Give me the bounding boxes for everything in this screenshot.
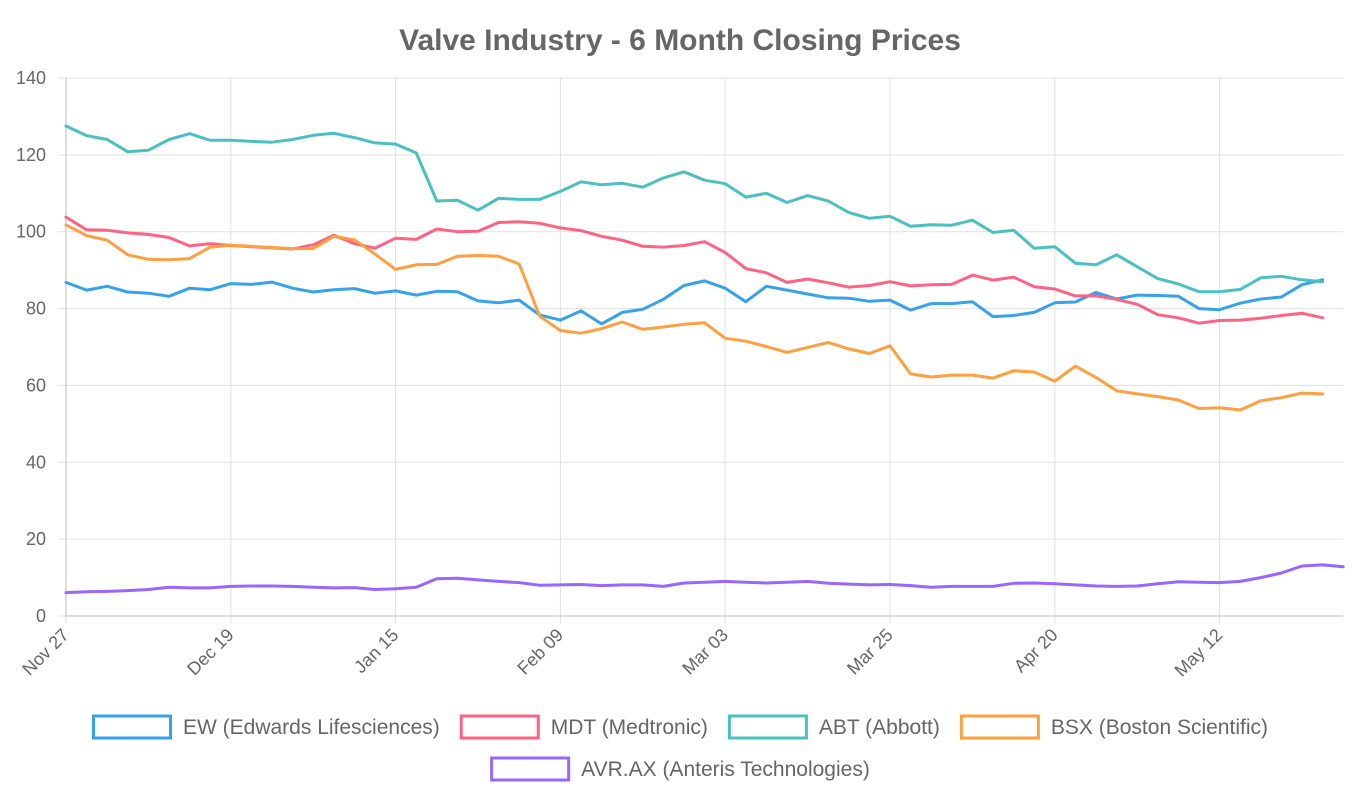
series-line-1 — [64, 215, 1325, 325]
x-tick-label: Nov 27 — [18, 625, 72, 679]
y-tick-label: 100 — [16, 222, 46, 242]
legend-item-0[interactable]: EW (Edwards Lifesciences) — [92, 714, 440, 740]
series-line-2 — [64, 124, 1325, 294]
y-tick-label: 80 — [26, 299, 46, 319]
series-lines — [64, 124, 1345, 595]
legend-swatch — [959, 714, 1040, 740]
x-tick-label: Mar 25 — [843, 625, 897, 679]
x-tick-label: Feb 09 — [513, 625, 567, 679]
y-tick-label: 20 — [26, 529, 46, 549]
x-tick-label: Dec 19 — [183, 625, 237, 679]
y-tick-label: 60 — [26, 375, 46, 395]
series-line-0 — [64, 278, 1325, 326]
legend-item-3[interactable]: BSX (Boston Scientific) — [959, 714, 1268, 740]
legend-swatch — [459, 714, 540, 740]
axes — [58, 77, 1343, 624]
x-tick-label: Jan 15 — [350, 625, 402, 677]
legend-label: EW (Edwards Lifesciences) — [183, 716, 440, 739]
y-axis-ticks: 0 20 40 60 80 100 120 140 — [16, 68, 46, 626]
legend-item-1[interactable]: MDT (Medtronic) — [459, 714, 708, 740]
y-tick-label: 0 — [36, 606, 46, 626]
legend-swatch — [92, 714, 173, 740]
legend[interactable]: EW (Edwards Lifesciences) MDT (Medtronic)… — [92, 714, 1268, 782]
legend-label: AVR.AX (Anteris Technologies) — [581, 758, 870, 781]
y-tick-label: 120 — [16, 145, 46, 165]
chart-title: Valve Industry - 6 Month Closing Prices — [399, 24, 961, 57]
legend-item-2[interactable]: ABT (Abbott) — [727, 714, 940, 740]
legend-swatch — [490, 756, 571, 782]
series-line-4 — [64, 563, 1345, 595]
x-tick-label: May 12 — [1171, 625, 1227, 681]
x-tick-label: Apr 20 — [1010, 625, 1062, 677]
x-axis-ticks: Nov 27 Dec 19 Jan 15 Feb 09 Mar 03 Mar 25 Apr … — [18, 625, 1226, 681]
grid — [65, 77, 1343, 617]
x-tick-label: Mar 03 — [678, 625, 732, 679]
legend-label: BSX (Boston Scientific) — [1051, 716, 1268, 739]
legend-label: ABT (Abbott) — [819, 716, 940, 739]
legend-item-4[interactable]: AVR.AX (Anteris Technologies) — [490, 756, 870, 782]
y-tick-label: 140 — [16, 68, 46, 88]
legend-label: MDT (Medtronic) — [551, 716, 708, 739]
legend-swatch — [727, 714, 808, 740]
series-line-3 — [64, 223, 1325, 412]
y-tick-label: 40 — [26, 452, 46, 472]
